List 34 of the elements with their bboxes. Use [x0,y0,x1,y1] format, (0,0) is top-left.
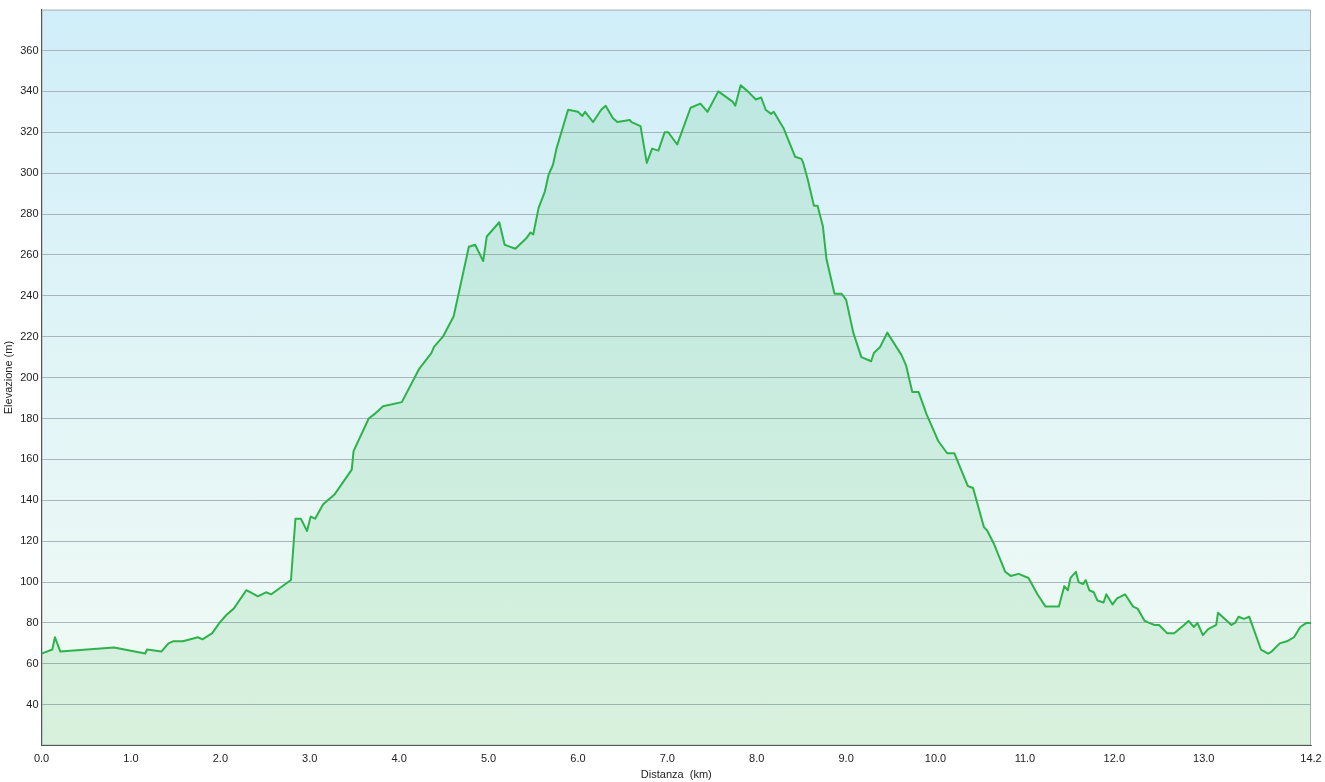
x-tick-label: 7.0 [659,752,675,765]
y-tick-label: 40 [26,697,39,710]
y-tick-label: 340 [20,84,39,97]
x-tick-label: 6.0 [570,752,586,765]
y-tick-label: 280 [20,207,39,220]
y-tick-label: 260 [20,247,39,260]
x-tick-label: 0.0 [33,752,50,765]
y-tick-label: 360 [20,43,39,56]
x-tick-label: 13.0 [1193,752,1215,765]
y-tick-label: 100 [20,575,39,588]
y-tick-label: 200 [20,370,39,383]
y-tick-label: 220 [20,329,39,342]
x-axis-title: Distanza (km) [640,768,712,781]
y-tick-label: 240 [20,288,39,301]
y-tick-label: 60 [26,656,39,669]
y-tick-label: 180 [20,411,39,424]
y-tick-label: 120 [20,534,39,547]
x-tick-label: 10.0 [924,752,947,765]
x-tick-label: 9.0 [838,752,854,765]
x-tick-label: 12.0 [1103,752,1126,765]
y-tick-label: 140 [20,493,39,506]
y-tick-label: 300 [20,166,39,179]
y-tick-label: 160 [20,452,39,465]
x-tick-label: 1.0 [123,752,139,765]
x-tick-label: 3.0 [302,752,318,765]
y-axis-title: Elevazione (m) [1,340,14,415]
x-tick-label: 5.0 [480,752,497,765]
x-tick-label: 14.2 [1300,752,1322,765]
x-tick-label: 8.0 [749,752,765,765]
y-tick-label: 320 [20,125,39,138]
y-tick-label: 80 [26,615,39,628]
x-tick-label: 2.0 [212,752,228,765]
x-tick-label: 4.0 [391,752,407,765]
x-tick-label: 11.0 [1014,752,1036,765]
